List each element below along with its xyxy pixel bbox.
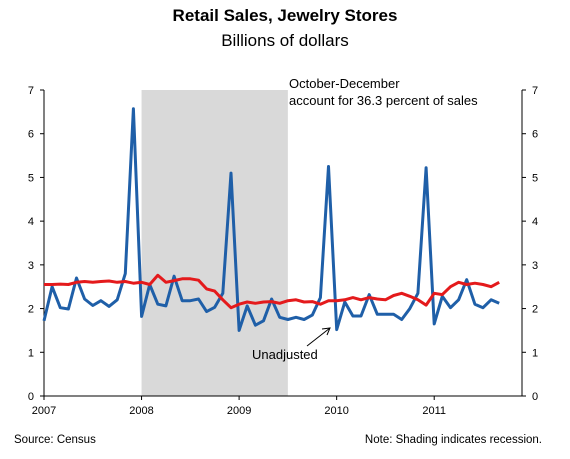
source-note: Source: Census — [14, 434, 96, 446]
y-tick-label-left: 2 — [28, 304, 34, 316]
y-tick-label-right: 7 — [532, 85, 538, 97]
chart-subtitle: Billions of dollars — [221, 31, 349, 50]
x-tick-label: 2011 — [422, 405, 446, 417]
y-tick-label-right: 6 — [532, 129, 538, 141]
y-tick-label-right: 2 — [532, 304, 538, 316]
annotation-share-line-2: account for 36.3 percent of sales — [289, 93, 478, 108]
y-tick-label-left: 5 — [28, 172, 34, 184]
y-tick-label-left: 1 — [28, 347, 34, 359]
recession-shading — [141, 90, 288, 396]
y-tick-label-left: 6 — [28, 129, 34, 141]
x-tick-label: 2009 — [227, 405, 251, 417]
x-tick-label: 2010 — [324, 405, 348, 417]
y-tick-label-left: 3 — [28, 260, 34, 272]
y-tick-label-right: 0 — [532, 391, 538, 403]
y-tick-label-right: 3 — [532, 260, 538, 272]
y-tick-label-left: 0 — [28, 391, 34, 403]
y-tick-label-right: 1 — [532, 347, 538, 359]
series-line-adjusted — [44, 273, 500, 310]
y-tick-label-right: 4 — [532, 216, 538, 228]
x-tick-label: 2007 — [32, 405, 56, 417]
y-tick-label-left: 7 — [28, 85, 34, 97]
annotation-arrow-shaft — [306, 327, 331, 347]
x-tick-label: 2008 — [129, 405, 153, 417]
shading-note: Note: Shading indicates recession. — [364, 434, 542, 446]
y-tick-label-left: 4 — [28, 216, 34, 228]
annotation-share-line-1: October-December — [289, 76, 400, 91]
chart-title: Retail Sales, Jewelry Stores — [172, 6, 398, 25]
series-line-unadjusted — [42, 107, 500, 332]
annotation-arrow-head — [321, 327, 331, 336]
annotation-unadjusted-label: Unadjusted — [252, 347, 318, 362]
y-tick-label-right: 5 — [532, 172, 538, 184]
